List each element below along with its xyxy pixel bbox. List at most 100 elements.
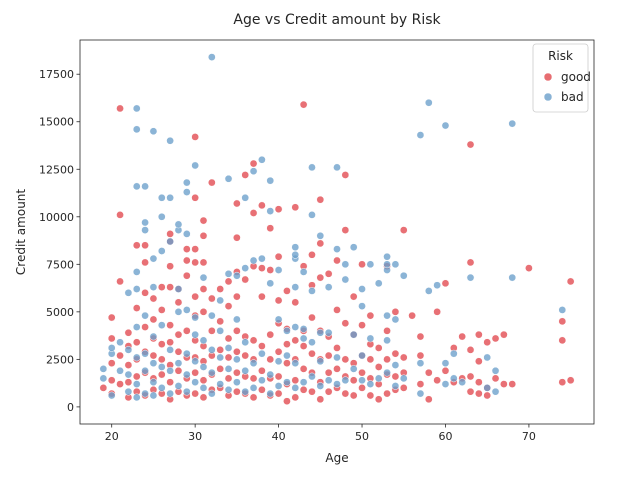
point-bad-116: [291, 250, 300, 259]
x-tick-label-2: 40: [272, 430, 286, 443]
point-good-103: [233, 292, 241, 301]
point-good-87: [207, 178, 216, 187]
point-good-61: [182, 256, 191, 265]
point-bad-126: [308, 163, 316, 172]
y-tick-label-7: 17500: [39, 68, 74, 81]
point-good-136: [274, 296, 283, 305]
point-good-187: [349, 376, 358, 385]
point-good-174: [324, 269, 333, 278]
point-bad-74: [216, 353, 225, 362]
legend-marker-bad: [543, 92, 553, 102]
point-bad-57: [182, 188, 191, 196]
point-good-85: [207, 327, 216, 335]
point-bad-110: [283, 327, 291, 335]
point-bad-149: [366, 334, 375, 343]
point-bad-130: [316, 231, 325, 240]
plot-area-frame: [79, 39, 595, 425]
point-good-223: [424, 368, 433, 377]
point-bad-120: [299, 325, 308, 333]
point-bad-132: [324, 328, 333, 337]
point-good-62: [182, 245, 191, 253]
point-bad-35: [157, 363, 166, 371]
point-good-81: [199, 216, 208, 225]
point-good-106: [233, 199, 241, 208]
point-good-221: [416, 332, 425, 341]
point-bad-21: [141, 366, 149, 375]
point-bad-155: [383, 311, 391, 320]
point-bad-2: [107, 391, 116, 400]
x-axis-title: Age: [325, 451, 348, 465]
point-good-254: [566, 277, 575, 286]
point-bad-99: [266, 389, 275, 398]
point-bad-136: [333, 245, 341, 253]
point-good-73: [199, 393, 208, 402]
point-bad-96: [258, 349, 266, 358]
point-bad-87: [241, 366, 250, 375]
point-good-195: [358, 260, 366, 269]
point-good-37: [157, 355, 166, 364]
point-bad-40: [166, 389, 174, 398]
y-tick-label-2: 5000: [46, 306, 74, 319]
point-bad-85: [233, 271, 241, 280]
point-good-211: [391, 372, 400, 381]
point-bad-157: [383, 260, 391, 269]
point-good-125: [258, 201, 266, 210]
legend-marker-good: [543, 72, 553, 82]
x-tick-label-0: 20: [105, 430, 119, 443]
point-bad-174: [449, 374, 458, 383]
point-bad-72: [207, 53, 216, 61]
point-good-198: [366, 355, 375, 364]
y-tick-label-3: 7500: [46, 258, 74, 271]
point-good-97: [224, 302, 233, 310]
point-bad-147: [358, 285, 366, 293]
point-bad-32: [149, 254, 158, 263]
point-good-132: [274, 389, 283, 398]
point-good-34: [149, 294, 158, 303]
point-good-6: [116, 380, 124, 388]
series-bad-points: [99, 53, 567, 402]
point-good-94: [224, 374, 233, 383]
point-good-233: [466, 372, 475, 381]
point-good-231: [458, 332, 467, 341]
point-good-0: [99, 384, 108, 392]
legend-label-bad: bad: [561, 90, 584, 104]
point-bad-66: [199, 336, 208, 345]
point-bad-20: [141, 389, 149, 398]
point-bad-175: [449, 349, 458, 358]
y-axis-title: Credit amount: [14, 189, 28, 275]
point-good-139: [283, 397, 291, 406]
point-good-237: [475, 389, 483, 398]
point-good-100: [233, 368, 241, 377]
point-bad-122: [308, 372, 316, 381]
point-good-142: [283, 340, 291, 349]
point-bad-22: [141, 349, 149, 358]
point-bad-30: [149, 332, 158, 341]
point-good-218: [408, 311, 416, 320]
point-good-244: [491, 374, 500, 383]
point-good-190: [349, 292, 358, 301]
point-bad-159: [391, 382, 400, 390]
point-bad-17: [132, 182, 141, 191]
x-tick-label-3: 50: [355, 430, 369, 443]
point-good-220: [416, 351, 425, 360]
point-good-150: [291, 203, 300, 212]
legend-title: Risk: [548, 49, 573, 63]
point-bad-28: [149, 378, 158, 387]
point-bad-166: [416, 359, 425, 368]
point-bad-8: [124, 370, 133, 379]
point-bad-172: [441, 359, 450, 368]
point-good-204: [374, 344, 383, 352]
point-good-118: [249, 209, 258, 217]
point-bad-141: [349, 365, 358, 373]
point-bad-145: [358, 351, 366, 360]
point-bad-158: [383, 252, 391, 261]
point-good-168: [316, 239, 325, 248]
point-bad-81: [224, 174, 233, 183]
point-bad-71: [207, 311, 216, 320]
point-bad-101: [266, 279, 275, 288]
point-bad-34: [157, 384, 166, 392]
point-bad-153: [383, 368, 391, 377]
point-bad-56: [182, 230, 191, 238]
point-bad-23: [141, 311, 149, 320]
point-good-145: [291, 393, 300, 402]
